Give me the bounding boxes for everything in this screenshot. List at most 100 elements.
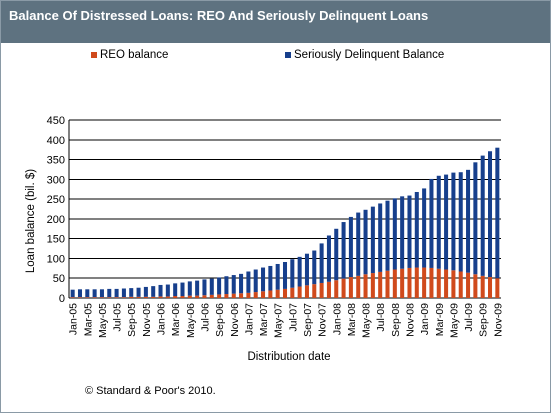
- x-tick-label: Mar-09: [434, 303, 446, 336]
- y-tick-label: 100: [47, 253, 65, 265]
- bar-delinquent: [282, 262, 288, 289]
- bar-reo: [268, 290, 273, 298]
- bar-delinquent: [304, 253, 309, 286]
- bar-delinquent: [341, 222, 346, 279]
- bar-reo: [436, 268, 441, 298]
- bar-reo: [202, 295, 207, 298]
- bar-delinquent: [224, 276, 229, 295]
- bar-reo: [261, 291, 266, 298]
- x-tick-label: May-06: [185, 303, 197, 338]
- x-tick-label: Sep-07: [302, 303, 314, 337]
- bar-reo: [187, 295, 192, 298]
- source-note: © Standard & Poor's 2010.: [85, 385, 216, 397]
- bar-reo: [297, 286, 302, 298]
- x-tick-label: Sep-09: [478, 303, 490, 337]
- x-tick-label: Sep-05: [126, 303, 138, 337]
- bar-reo: [319, 282, 324, 298]
- bar-delinquent: [422, 188, 427, 268]
- bar-reo: [114, 297, 119, 298]
- bar-reo: [422, 267, 427, 298]
- x-tick-label: Nov-08: [404, 303, 416, 337]
- x-tick-label: May-08: [361, 303, 373, 338]
- x-tick-label: Sep-06: [214, 303, 226, 337]
- bar-delinquent: [165, 284, 170, 297]
- x-tick-label: Jul-09: [463, 303, 475, 332]
- bar-reo: [99, 297, 104, 298]
- x-tick-label: Jul-07: [287, 303, 299, 332]
- x-tick-label: Jul-08: [375, 303, 387, 332]
- bar-reo: [429, 267, 434, 298]
- bar-delinquent: [195, 280, 200, 296]
- x-tick-label: Sep-08: [390, 303, 402, 337]
- bar-reo: [334, 280, 339, 298]
- bar-reo: [239, 293, 244, 298]
- x-tick-label: Jan-07: [243, 303, 255, 335]
- x-tick-label: May-09: [448, 303, 460, 338]
- bar-reo: [231, 293, 236, 298]
- bar-delinquent: [356, 212, 361, 276]
- bar-reo: [92, 297, 97, 298]
- x-tick-label: May-07: [273, 303, 285, 338]
- bar-delinquent: [173, 283, 178, 297]
- bar-reo: [378, 271, 383, 298]
- bar-reo: [392, 269, 397, 298]
- bar-delinquent: [480, 155, 485, 276]
- bar-reo: [290, 287, 295, 298]
- bar-reo: [480, 275, 485, 298]
- x-tick-label: Nov-07: [317, 303, 329, 337]
- bar-delinquent: [334, 228, 339, 281]
- bar-delinquent: [246, 271, 251, 293]
- bar-delinquent: [85, 289, 90, 298]
- bar-reo: [77, 297, 82, 298]
- x-tick-label: Mar-08: [346, 303, 358, 336]
- bar-delinquent: [92, 289, 97, 298]
- bar-reo: [414, 267, 419, 298]
- bar-delinquent: [444, 174, 449, 270]
- x-tick-label: Jul-06: [199, 303, 211, 332]
- bar-delinquent: [414, 191, 419, 268]
- bar-reo: [466, 272, 471, 298]
- bar-reo: [312, 284, 317, 298]
- x-tick-label: Mar-06: [170, 303, 182, 336]
- y-tick-label: 300: [47, 174, 65, 186]
- bar-reo: [195, 295, 200, 298]
- bar-reo: [143, 296, 148, 298]
- bar-reo: [253, 292, 258, 298]
- bar-reo: [70, 297, 75, 298]
- bar-delinquent: [121, 288, 126, 298]
- bar-delinquent: [488, 151, 493, 278]
- bar-delinquent: [458, 172, 463, 272]
- bar-delinquent: [466, 169, 471, 273]
- bar-delinquent: [407, 195, 412, 268]
- bar-delinquent: [378, 203, 383, 272]
- x-tick-label: Mar-07: [258, 303, 270, 336]
- bar-delinquent: [77, 289, 82, 298]
- bar-reo: [224, 294, 229, 298]
- bar-reo: [246, 292, 251, 298]
- bar-reo: [385, 270, 390, 298]
- bar-delinquent: [217, 277, 222, 295]
- x-tick-label: Jan-09: [419, 303, 431, 335]
- bar-reo: [136, 296, 141, 298]
- y-axis-title: Loan balance (bil. $): [25, 169, 37, 273]
- bar-reo: [165, 296, 170, 298]
- bar-delinquent: [385, 200, 390, 271]
- bar-delinquent: [209, 278, 214, 295]
- x-tick-label: Jul-05: [112, 303, 124, 332]
- x-tick-label: Nov-06: [229, 303, 241, 337]
- legend: REO balance Seriously Delinquent Balance: [1, 49, 550, 65]
- bar-reo: [121, 297, 126, 298]
- legend-label-delinquent: Seriously Delinquent Balance: [294, 49, 445, 61]
- legend-item-reo: REO balance: [91, 49, 168, 61]
- legend-swatch-delinquent: [285, 52, 291, 58]
- y-tick-label: 0: [59, 293, 65, 305]
- bar-delinquent: [348, 216, 353, 278]
- bar-delinquent: [326, 235, 331, 282]
- bar-delinquent: [473, 162, 478, 275]
- legend-item-delinquent: Seriously Delinquent Balance: [285, 49, 444, 61]
- bar-reo: [451, 270, 456, 298]
- bar-delinquent: [136, 287, 141, 297]
- legend-label-reo: REO balance: [100, 49, 169, 61]
